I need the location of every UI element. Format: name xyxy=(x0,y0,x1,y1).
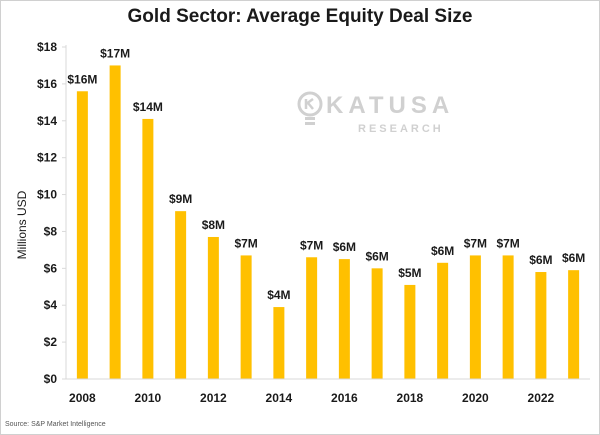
data-label: $6M xyxy=(529,253,552,267)
katusa-watermark: KATUSA RESEARCH xyxy=(296,90,466,150)
y-tick-label: $0 xyxy=(44,372,58,386)
x-tick-label: 2014 xyxy=(266,391,293,405)
data-label: $6M xyxy=(562,251,585,265)
watermark-sub: RESEARCH xyxy=(358,123,444,135)
bar xyxy=(273,307,285,379)
watermark-name: KATUSA xyxy=(326,92,455,119)
x-tick-label: 2008 xyxy=(69,391,96,405)
x-tick-label: 2010 xyxy=(135,391,162,405)
x-tick-label: 2018 xyxy=(397,391,424,405)
y-tick-label: $2 xyxy=(44,335,58,349)
data-label: $6M xyxy=(431,244,454,258)
x-tick-label: 2016 xyxy=(331,391,358,405)
bar xyxy=(502,255,514,379)
bar xyxy=(371,268,383,379)
data-label: $4M xyxy=(267,288,290,302)
bar xyxy=(175,211,187,379)
bar xyxy=(338,259,350,379)
x-tick-label: 2020 xyxy=(462,391,489,405)
x-tick-label: 2022 xyxy=(528,391,555,405)
data-label: $16M xyxy=(67,72,97,86)
y-tick-label: $10 xyxy=(37,188,57,202)
y-tick-label: $12 xyxy=(37,151,57,165)
data-label: $7M xyxy=(464,236,487,250)
y-tick-label: $14 xyxy=(37,114,57,128)
bar xyxy=(109,65,121,379)
data-label: $6M xyxy=(365,249,388,263)
bar xyxy=(535,272,547,379)
chart-title: Gold Sector: Average Equity Deal Size xyxy=(127,6,473,27)
y-tick-label: $6 xyxy=(44,261,58,275)
data-label: $8M xyxy=(202,218,225,232)
bar xyxy=(469,255,481,379)
source-note: Source: S&P Market Intelligence xyxy=(5,421,106,428)
y-tick-label: $16 xyxy=(37,77,57,91)
bar xyxy=(568,270,580,379)
bar xyxy=(142,118,154,379)
bar xyxy=(437,262,449,379)
data-label: $5M xyxy=(398,266,421,280)
data-label: $14M xyxy=(133,100,163,114)
data-label: $9M xyxy=(169,192,192,206)
y-tick-label: $4 xyxy=(44,298,58,312)
lightbulb-icon xyxy=(297,91,323,125)
data-label: $6M xyxy=(333,240,356,254)
bar xyxy=(76,91,88,380)
bar xyxy=(207,236,219,379)
data-label: $7M xyxy=(300,238,323,252)
data-label: $17M xyxy=(100,46,130,60)
bar xyxy=(240,255,252,379)
y-tick-label: $8 xyxy=(44,224,58,238)
data-label: $7M xyxy=(234,236,257,250)
bar xyxy=(404,284,416,379)
data-label: $7M xyxy=(496,236,519,250)
x-tick-label: 2012 xyxy=(200,391,227,405)
bar xyxy=(306,257,318,379)
y-tick-label: $18 xyxy=(37,40,57,54)
